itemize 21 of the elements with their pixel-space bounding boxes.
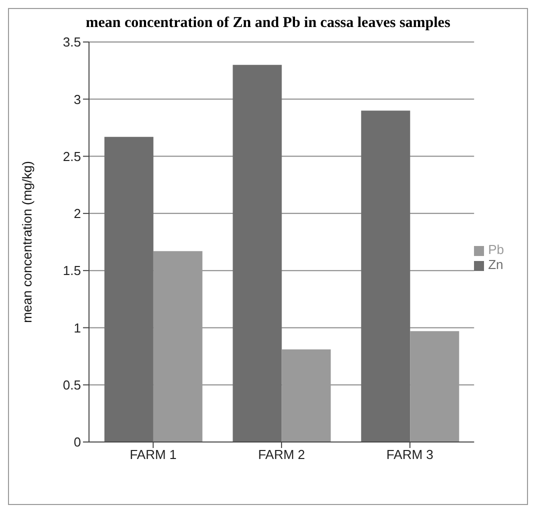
legend-label: Zn bbox=[488, 257, 504, 272]
bar bbox=[282, 349, 331, 442]
bar bbox=[410, 331, 460, 442]
y-tick-label: 2 bbox=[74, 206, 81, 222]
y-axis-title: mean concentration (mg/kg) bbox=[20, 161, 35, 323]
y-tick-label: 1.5 bbox=[62, 263, 81, 278]
bar bbox=[361, 110, 410, 442]
y-tick-label: 3.5 bbox=[62, 34, 81, 50]
y-tick-label: 1 bbox=[74, 320, 81, 336]
legend-label: Pb bbox=[488, 242, 504, 257]
x-tick-label: FARM 1 bbox=[130, 447, 177, 462]
chart-title: mean concentration of Zn and Pb in cassa leaves samples bbox=[84, 14, 452, 32]
bar bbox=[232, 64, 282, 442]
x-tick-label: FARM 2 bbox=[258, 447, 306, 462]
bar bbox=[104, 136, 154, 442]
bar bbox=[153, 251, 202, 442]
y-tick-label: 0 bbox=[74, 434, 81, 450]
y-tick-label: 0.5 bbox=[62, 377, 81, 392]
y-tick-label: 2.5 bbox=[62, 148, 81, 164]
x-tick-label: FARM 3 bbox=[386, 447, 434, 462]
y-tick-label: 3 bbox=[74, 92, 81, 107]
